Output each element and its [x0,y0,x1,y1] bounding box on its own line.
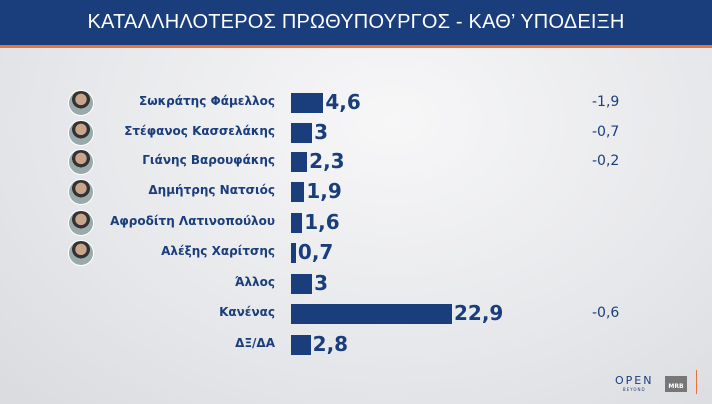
value-label: 0,7 [297,240,334,264]
chart-title: ΚΑΤΑΛΛΗΛΟΤΕΡΟΣ ΠΡΩΘΥΠΟΥΡΓΟΣ - ΚΑΘ’ ΥΠΟΔΕ… [0,0,712,45]
bar [291,274,313,294]
header-divider [0,45,712,48]
bar [291,182,305,202]
category-label: Σωκράτης Φάμελλος [139,94,275,108]
value-label: 22,9 [453,301,504,325]
bar-row: Αλέξης Χαρίτσης 0,7 [0,240,712,266]
bar-row: Άλλος 3 [0,271,712,296]
value-label: 3 [314,271,328,295]
category-label: ΔΞ/ΔΑ [235,336,275,350]
value-label: 2,8 [312,332,349,356]
value-label: 3 [314,120,328,144]
category-label: Κανένας [219,305,275,319]
bar [291,93,324,113]
category-label: Αλέξης Χαρίτσης [161,244,275,258]
candidate-photo [68,90,94,116]
value-label: 1,6 [304,210,340,234]
mrb-logo: MRB [665,376,687,392]
open-logo-text: OPEN [615,374,654,387]
bar [291,123,313,143]
bar-row: Αφροδίτη Λατινοπούλου 1,6 [0,210,712,236]
change-label: -0,7 [592,124,620,140]
change-label: -0,6 [592,305,620,321]
bar-row: Στέφανος Κασσελάκης 3 -0,7 [0,120,712,146]
category-label: Στέφανος Κασσελάκης [124,124,275,138]
bar-row: ΔΞ/ΔΑ 2,8 [0,332,712,357]
change-label: -1,9 [592,94,620,110]
bar-row: Κανένας 22,9 -0,6 [0,301,712,326]
candidate-photo [68,149,94,175]
change-label: -0,2 [592,153,620,169]
logo-separator [696,370,697,394]
bar [291,243,296,263]
category-label: Δημήτρης Νατσιός [148,183,275,197]
candidate-photo [68,120,94,146]
bar [291,304,452,324]
open-logo: OPEN BEYOND [615,374,653,392]
category-label: Γιάνης Βαρουφάκης [142,153,275,167]
bar-row: Γιάνης Βαρουφάκης 2,3 -0,2 [0,149,712,175]
bar [291,213,303,233]
value-label: 4,6 [325,90,361,114]
candidate-photo [68,179,94,205]
value-label: 2,3 [309,149,345,173]
bar [291,335,311,355]
category-label: Άλλος [234,275,275,289]
bar-row: Σωκράτης Φάμελλος 4,6 -1,9 [0,90,712,116]
bar-row: Δημήτρης Νατσιός 1,9 [0,179,712,205]
open-logo-sub: BEYOND [622,387,646,392]
candidate-photo [68,210,94,236]
category-label: Αφροδίτη Λατινοπούλου [110,214,275,228]
candidate-photo [68,240,94,266]
bar [291,152,308,172]
value-label: 1,9 [306,179,342,203]
